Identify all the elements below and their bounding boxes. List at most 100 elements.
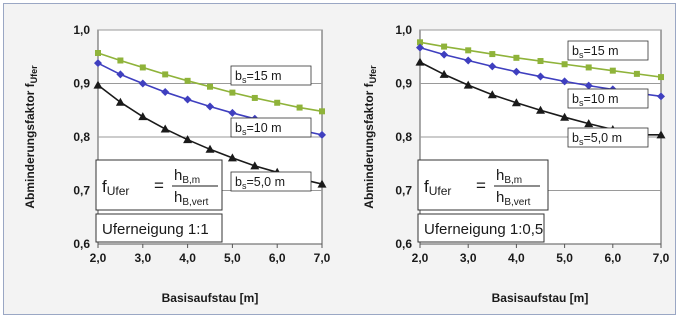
data-point	[117, 57, 124, 64]
y-tick-label: 0,9	[395, 77, 412, 91]
series-label: bs=10 m	[235, 121, 282, 137]
formula-eq: =	[154, 176, 164, 195]
data-point	[162, 71, 169, 78]
y-axis-title: Abminderungsfaktor fUfer	[362, 65, 378, 209]
data-point	[184, 77, 191, 84]
y-tick-label: 0,6	[73, 237, 90, 251]
series-label-sub: s	[242, 75, 247, 85]
data-point	[138, 112, 148, 121]
y-axis-title-sub: Ufer	[368, 65, 378, 84]
data-point	[465, 47, 472, 54]
formula-lhs: fUfer	[102, 177, 129, 198]
y-tick-label: 1,0	[73, 23, 90, 37]
data-point	[296, 104, 303, 111]
series-label-main: b	[235, 121, 242, 135]
data-point	[206, 102, 214, 111]
series-label-main: b	[572, 131, 579, 145]
data-point	[415, 57, 425, 66]
formula-den-main: h	[174, 189, 182, 206]
y-tick-label: 0,8	[73, 130, 90, 144]
note-box	[95, 213, 223, 243]
y-tick-label: 1,0	[395, 23, 412, 37]
series-label-rest: =15 m	[246, 69, 281, 83]
x-tick-label: 4,0	[179, 251, 196, 265]
y-axis-title-main: Abminderungsfaktor f	[362, 82, 376, 208]
data-point	[183, 95, 192, 104]
series-label-rest: =10 m	[246, 121, 281, 135]
data-point	[513, 54, 520, 61]
data-point	[229, 89, 236, 96]
series-label-box	[567, 40, 649, 61]
series-label: bs=15 m	[235, 69, 282, 85]
y-tick-label: 0,7	[73, 184, 90, 198]
y-tick-label: 0,6	[395, 237, 412, 251]
x-tick-label: 2,0	[412, 251, 429, 265]
y-tick-label: 0,9	[73, 77, 90, 91]
data-point	[560, 77, 569, 86]
data-point	[657, 92, 665, 101]
formula-num-main: h	[174, 167, 182, 184]
data-point	[227, 153, 237, 162]
formula-box	[95, 159, 223, 211]
formula-den-sub: B,vert	[504, 197, 530, 208]
data-point	[463, 80, 473, 89]
series-label: bs=5,0 m	[572, 131, 622, 147]
data-point	[439, 69, 449, 78]
data-point	[464, 56, 473, 65]
data-point	[537, 58, 544, 65]
note-text: Uferneigung 1:0,5	[424, 221, 543, 238]
formula-num-main: h	[496, 167, 504, 184]
x-tick-label: 6,0	[269, 251, 286, 265]
series-label-rest: =5,0 m	[583, 131, 622, 145]
data-point	[561, 61, 568, 68]
formula-lhs-main: f	[102, 177, 107, 196]
data-point	[658, 74, 664, 81]
data-point	[319, 108, 325, 115]
x-axis-title: Basisaufstau [m]	[492, 291, 589, 305]
data-point	[317, 179, 327, 188]
series-label-main: b	[572, 92, 579, 106]
x-tick-label: 4,0	[508, 251, 525, 265]
series-label-sub: s	[242, 127, 247, 137]
data-point	[228, 108, 237, 117]
data-point	[584, 81, 593, 90]
data-point	[207, 83, 213, 90]
data-point	[274, 99, 281, 106]
data-point	[115, 97, 125, 106]
data-point	[584, 119, 594, 128]
data-point	[417, 39, 423, 46]
y-tick-label: 0,7	[395, 184, 412, 198]
data-point	[138, 79, 147, 88]
formula-num-sub: B,m	[504, 175, 522, 186]
data-point	[94, 59, 102, 68]
formula-num-sub: B,m	[182, 175, 200, 186]
chart-1: 0,6 0,7 0,8 0,9 1,0 2,0 3,0 4,0 5,0 6,0 7,0 Basisau…	[23, 23, 331, 305]
series-label: bs=5,0 m	[235, 175, 285, 191]
data-point	[488, 62, 497, 71]
formula-eq: =	[476, 176, 486, 195]
y-tick-label: 0,8	[395, 130, 412, 144]
formula-denominator: hB,vert	[496, 189, 531, 208]
series-label: bs=10 m	[572, 92, 619, 108]
note-box	[417, 213, 545, 243]
x-tick-label: 5,0	[556, 251, 573, 265]
data-point	[161, 88, 170, 97]
data-point	[656, 130, 666, 139]
data-point	[251, 94, 258, 101]
formula-lhs-sub: Ufer	[107, 184, 130, 198]
x-tick-label: 5,0	[224, 251, 241, 265]
chart-2: 0,6 0,7 0,8 0,9 1,0 2,0 3,0 4,0 5,0 6,0 7,0 Basisau…	[362, 23, 670, 305]
series-label-rest: =15 m	[583, 44, 618, 58]
series-label-sub: s	[242, 181, 247, 191]
formula-lhs-main: f	[424, 177, 429, 196]
series-label-main: b	[235, 175, 242, 189]
y-axis-title-main: Abminderungsfaktor f	[23, 82, 37, 208]
series-label-box	[230, 117, 312, 138]
data-point	[183, 135, 193, 144]
y-axis-title: Abminderungsfaktor fUfer	[23, 65, 39, 209]
x-tick-label: 7,0	[653, 251, 670, 265]
formula-den-sub: B,vert	[182, 197, 208, 208]
series-label-rest: =5,0 m	[246, 175, 285, 189]
data-point	[585, 64, 592, 71]
